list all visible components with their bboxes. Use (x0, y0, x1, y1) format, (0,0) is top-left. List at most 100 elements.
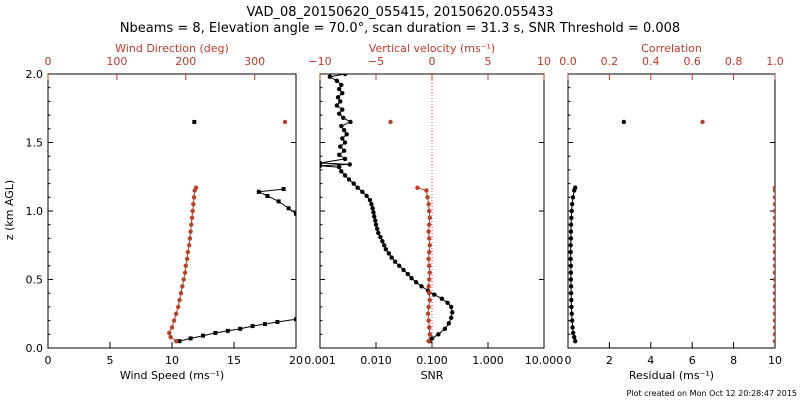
data-point-correlation (772, 270, 775, 275)
data-point-wind-direction (190, 208, 195, 214)
data-point-residual (568, 284, 574, 289)
data-point-wind-direction (182, 270, 188, 275)
data-point-snr (342, 74, 348, 77)
data-point-snr (336, 86, 342, 92)
data-point-wind-direction (176, 304, 181, 310)
data-point-residual (570, 195, 576, 200)
data-point-wind-speed (177, 339, 182, 344)
panel-resid: 0 2 4 6 8 10 Residual (ms⁻¹) 0.0 0.2 0.4 0.6 0.8 1.0… (559, 42, 784, 382)
data-point-snr (429, 336, 435, 341)
data-point-snr (448, 315, 454, 321)
data-point-wind-direction (173, 338, 179, 344)
top-tick-label-snr: 0 (429, 55, 436, 68)
panel-frame-wind (47, 73, 297, 349)
data-point-snr (448, 304, 454, 310)
data-point-wind-direction (187, 243, 192, 248)
data-point-snr (380, 238, 385, 244)
data-point-wind-direction (181, 277, 186, 282)
data-point-vertical-velocity (427, 270, 432, 275)
data-point-snr (371, 210, 376, 215)
data-point-vertical-velocity (388, 119, 393, 125)
data-point-correlation (772, 222, 775, 227)
data-point-snr (367, 197, 373, 203)
x-tick-label-wind: 5 (107, 354, 114, 367)
data-point-wind-direction (189, 222, 194, 227)
x-tick-label-resid: 8 (730, 354, 737, 367)
figure-title-line1: VAD_08_20150620_055415, 20150620.055433 (247, 5, 554, 20)
data-point-wind-direction (173, 311, 179, 316)
data-point-snr (336, 164, 342, 170)
data-point-snr (413, 280, 419, 285)
data-point-residual (569, 311, 574, 316)
data-point-snr (351, 181, 356, 186)
data-point-wind-direction (183, 263, 188, 268)
data-point-residual (569, 297, 574, 303)
data-point-snr (409, 275, 414, 281)
top-tick-label-snr: 5 (485, 55, 492, 68)
data-point-snr (327, 74, 333, 79)
data-point-residual (568, 222, 574, 227)
data-point-wind-speed (201, 333, 205, 338)
data-point-wind-direction (189, 215, 195, 221)
data-point-snr (340, 107, 345, 112)
data-point-vertical-velocity (427, 249, 432, 255)
data-point-correlation (772, 338, 775, 344)
x-tick-label-snr: 1.000 (472, 354, 504, 367)
x-tick-label-resid: 10 (768, 354, 782, 367)
data-point-snr (346, 177, 352, 182)
panel-frame-snr (319, 73, 545, 349)
data-point-snr (335, 95, 341, 100)
x-tick-label-snr: 10.000 (525, 354, 564, 367)
data-point-wind-speed (275, 319, 280, 324)
data-point-wind-direction (193, 185, 199, 190)
panel-snr: 0.001 0.010 0.100 1.000 10.000 SNR −10 −5 0 5 10 Ve… (304, 42, 563, 382)
data-point-snr (334, 78, 340, 84)
data-point-residual (569, 201, 575, 207)
data-point-snr (386, 251, 392, 256)
top-tick-label-snr: 10 (537, 55, 551, 68)
data-point-residual (569, 215, 574, 221)
data-point-snr (338, 99, 343, 104)
data-point-wind-direction (188, 229, 193, 234)
data-point-correlation (772, 332, 775, 337)
top-tick-label-resid: 1.0 (766, 55, 784, 68)
data-point-wind-speed (256, 189, 261, 194)
top-tick-label-resid: 0.4 (642, 55, 660, 68)
data-point-residual (568, 229, 574, 234)
y-tick-label: 0.5 (26, 274, 44, 287)
data-point-residual (621, 119, 627, 125)
x-tick-label-wind: 20 (289, 354, 303, 367)
x-axis-label-resid: Residual (ms⁻¹) (629, 369, 714, 382)
top-tick-label-wind: 0 (45, 55, 52, 68)
data-point-snr (342, 140, 348, 145)
data-point-vertical-velocity (427, 236, 432, 241)
data-point-snr (442, 326, 448, 332)
y-tick-label: 1.5 (26, 137, 44, 150)
data-point-wind-direction (187, 236, 193, 241)
top-tick-label-snr: −10 (308, 55, 331, 68)
series-line-wind-speed (179, 318, 296, 342)
data-point-vertical-velocity (427, 263, 432, 268)
data-point-snr (445, 300, 450, 305)
data-point-snr (369, 201, 374, 207)
top-tick-label-wind: 100 (106, 55, 127, 68)
data-point-snr (341, 127, 347, 133)
data-point-correlation (772, 256, 775, 262)
data-point-snr (373, 218, 378, 223)
data-point-correlation (772, 318, 775, 323)
data-point-residual (568, 256, 573, 262)
data-point-correlation (772, 236, 775, 241)
data-point-residual (568, 277, 574, 282)
data-point-vertical-velocity (426, 256, 431, 262)
data-point-wind-direction (171, 318, 177, 323)
top-tick-label-wind: 200 (175, 55, 196, 68)
x-tick-label-wind: 15 (227, 354, 241, 367)
data-point-vertical-velocity (426, 304, 431, 310)
data-point-vertical-velocity (427, 332, 432, 337)
data-point-correlation (700, 119, 705, 125)
top-tick-label-resid: 0.8 (725, 55, 743, 68)
data-point-snr (436, 332, 441, 337)
data-point-vertical-velocity (415, 185, 420, 190)
